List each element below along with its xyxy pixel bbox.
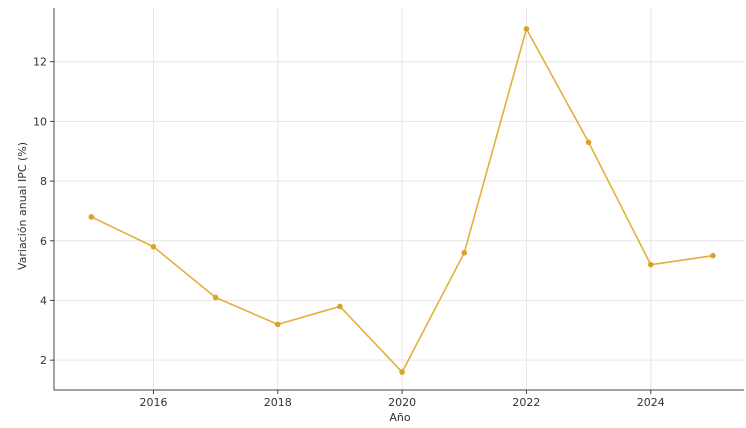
series: [88, 26, 716, 375]
data-point-2025: [710, 252, 716, 259]
data-point-2015: [88, 214, 95, 220]
data-point-2020: [399, 369, 405, 375]
ticks: 2016 2018 2020 2022 2024 2 4 6 8 10 12: [33, 56, 665, 409]
x-tick-label-2022: 2022: [512, 396, 540, 409]
data-point-2018: [274, 321, 281, 328]
y-tick-label-12: 12: [33, 56, 47, 69]
y-axis-label: Variación anual IPC (%): [16, 142, 29, 270]
data-point-2022: [523, 26, 530, 32]
x-tick-label-2018: 2018: [264, 396, 292, 409]
y-tick-label-8: 8: [40, 175, 47, 188]
data-point-2017: [212, 294, 219, 301]
grid: [54, 8, 744, 390]
axes: [53, 8, 744, 391]
data-point-2024: [647, 261, 654, 268]
y-tick-label-2: 2: [40, 354, 47, 367]
x-tick-label-2024: 2024: [637, 396, 665, 409]
x-tick-label-2016: 2016: [139, 396, 167, 409]
x-axis-label: Año: [389, 411, 410, 424]
y-tick-label-4: 4: [40, 294, 47, 307]
x-tick-label-2020: 2020: [388, 396, 416, 409]
data-point-2023: [585, 139, 592, 146]
y-tick-label-10: 10: [33, 115, 47, 128]
data-point-2021: [461, 249, 468, 256]
data-point-2016: [150, 243, 157, 250]
y-tick-label-6: 6: [40, 235, 47, 248]
data-point-2019: [337, 303, 343, 310]
